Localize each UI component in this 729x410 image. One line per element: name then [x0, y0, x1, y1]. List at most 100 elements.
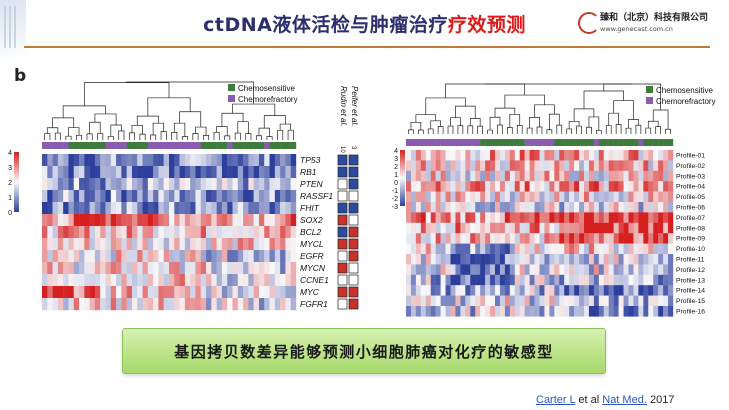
- left-heat-cell: [47, 298, 53, 311]
- logo-url: www.genecast.com.cn: [600, 25, 673, 33]
- left-group-cell: [121, 142, 127, 149]
- left-heat-cell: [290, 286, 297, 299]
- right-heat-cell: [569, 170, 575, 182]
- left-heat-cell: [147, 298, 154, 311]
- right-heat-cell: [534, 254, 540, 265]
- left-group-cell: [258, 142, 265, 149]
- corner-decoration: [0, 0, 26, 58]
- left-heat-cell: [184, 166, 191, 179]
- right-heat-cell: [519, 295, 525, 307]
- right-group-cell: [653, 139, 659, 146]
- left-heat-cell: [221, 178, 228, 191]
- right-heat-cell: [430, 170, 436, 182]
- left-heat-cell: [258, 166, 265, 179]
- right-heat-cell: [519, 150, 525, 161]
- annotation-cell: [348, 274, 359, 286]
- right-heat-cell: [603, 233, 609, 244]
- left-group-cell: [105, 142, 111, 149]
- right-heat-cell: [450, 306, 456, 317]
- left-heat-cell: [280, 286, 286, 299]
- left-heat-cell: [142, 250, 149, 263]
- left-heat-cell: [89, 274, 96, 287]
- profile-label: Profile-10: [676, 246, 705, 253]
- right-heat-cell: [499, 170, 506, 182]
- right-heat-cell: [509, 264, 515, 275]
- left-group-cell: [131, 142, 138, 149]
- right-heat-cell: [499, 243, 506, 255]
- right-heat-cell: [465, 181, 471, 192]
- right-heat-cell: [534, 306, 540, 317]
- annotation-cell: [337, 178, 348, 190]
- left-heat-cell: [57, 178, 64, 191]
- right-heat-cell: [524, 233, 530, 244]
- left-heat-cell: [290, 226, 297, 239]
- left-heat-cell: [163, 262, 170, 275]
- right-heat-cell: [544, 295, 550, 307]
- right-heat-cell: [569, 181, 575, 192]
- right-heat-cell: [440, 202, 446, 213]
- right-heat-cell: [495, 150, 501, 161]
- left-heat-cell: [158, 226, 164, 239]
- left-heat-cell: [264, 226, 270, 239]
- right-heat-cell: [539, 222, 545, 234]
- right-heat-cell: [658, 181, 664, 192]
- citation-journal-link[interactable]: Nat Med.: [602, 394, 647, 406]
- left-heat-cell: [200, 286, 207, 299]
- left-heat-cell: [221, 202, 228, 215]
- right-heat-cell: [460, 285, 466, 296]
- right-heat-cell: [480, 264, 486, 275]
- left-heat-cell: [116, 250, 122, 263]
- left-heat-cell: [200, 262, 207, 275]
- right-heat-cell: [524, 150, 530, 161]
- right-heat-cell: [569, 285, 575, 296]
- right-heat-cell: [509, 212, 515, 223]
- right-heat-cell: [475, 181, 481, 192]
- right-heat-cell: [623, 212, 629, 223]
- gene-label: FGFR1: [300, 299, 328, 309]
- left-heat-cell: [237, 178, 244, 191]
- left-group-cell: [153, 142, 159, 149]
- right-heat-cell: [480, 295, 486, 307]
- left-heat-cell: [280, 238, 286, 251]
- right-heat-cell: [628, 254, 634, 265]
- right-group-cell: [524, 139, 530, 146]
- left-heat-cell: [68, 298, 74, 311]
- right-heat-cell: [598, 212, 604, 223]
- left-heat-cell: [258, 274, 265, 287]
- right-heat-cell: [648, 233, 654, 244]
- right-heat-cell: [648, 306, 654, 317]
- annotation-header: Peifer et al.: [350, 86, 359, 126]
- right-heat-cell: [564, 191, 570, 203]
- left-heat-cell: [206, 226, 212, 239]
- right-color-scale-tick: 0: [394, 180, 398, 187]
- right-heat-cell: [470, 264, 476, 275]
- right-heat-cell: [475, 160, 481, 171]
- right-heat-cell: [529, 243, 535, 255]
- right-heat-cell: [470, 274, 476, 286]
- right-heat-cell: [623, 243, 629, 255]
- left-group-cell: [195, 142, 201, 149]
- right-heat-cell: [440, 254, 446, 265]
- right-heat-cell: [539, 181, 545, 192]
- right-heat-cell: [603, 202, 609, 213]
- right-heat-cell: [569, 254, 575, 265]
- left-heat-cell: [258, 262, 265, 275]
- right-heat-cell: [618, 170, 624, 182]
- left-heat-cell: [290, 250, 297, 263]
- left-heat-cell: [211, 262, 217, 275]
- left-heat-cell: [290, 202, 297, 215]
- left-heat-cell: [179, 154, 186, 167]
- right-heat-cell: [406, 243, 412, 255]
- right-heat-cell: [485, 191, 491, 203]
- left-heat-cell: [163, 154, 170, 167]
- profile-label: Profile-06: [676, 205, 705, 212]
- right-heat-cell: [549, 233, 555, 244]
- left-heat-cell: [253, 238, 260, 251]
- left-heat-cell: [73, 214, 80, 227]
- right-color-scale-bar: [400, 150, 405, 206]
- right-heat-cell: [549, 274, 555, 286]
- citation-author-link[interactable]: Carter L: [536, 394, 576, 406]
- left-heat-cell: [211, 238, 217, 251]
- right-heat-cell: [504, 306, 511, 317]
- right-heat-cell: [628, 212, 634, 223]
